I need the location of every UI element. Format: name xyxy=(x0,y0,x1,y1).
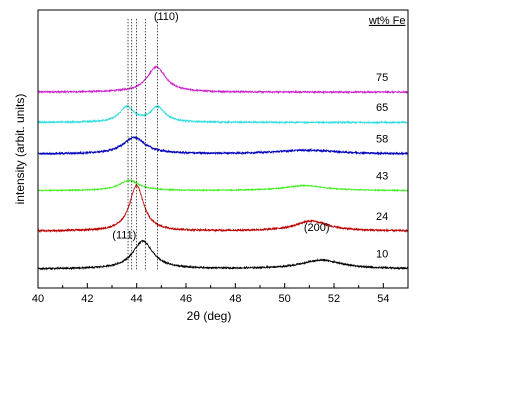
series-label-24: 24 xyxy=(376,211,388,223)
series-line-24 xyxy=(37,184,409,234)
series-layer xyxy=(37,64,409,271)
x-axis: 40 42 44 46 48 50 52 54 xyxy=(32,283,409,305)
legend-title: wt% Fe xyxy=(368,15,406,27)
x-tick-label: 48 xyxy=(229,293,241,305)
peak-annotation: (110) xyxy=(154,11,179,23)
x-tick-label: 46 xyxy=(180,293,192,305)
annotations: (110) (111) (200) xyxy=(112,11,329,242)
series-line-75 xyxy=(37,64,409,95)
x-tick-label: 40 xyxy=(32,293,44,305)
series-line-43 xyxy=(37,179,409,193)
x-tick-label: 52 xyxy=(328,293,340,305)
x-tick-label: 54 xyxy=(377,293,389,305)
series-label-43: 43 xyxy=(376,170,388,182)
x-axis-title: 2θ (deg) xyxy=(187,309,232,323)
peak-annotation: (200) xyxy=(304,222,330,234)
series-label-10: 10 xyxy=(376,249,388,261)
plot-frame xyxy=(37,9,409,289)
series-label-58: 58 xyxy=(376,134,388,146)
series-label-75: 75 xyxy=(376,72,388,84)
x-tick-label: 50 xyxy=(279,293,291,305)
x-tick-label: 44 xyxy=(131,293,143,305)
series-labels: 75 65 58 43 24 10 xyxy=(376,72,388,261)
series-line-58 xyxy=(37,135,409,156)
y-axis-title: intensity (arbit. units) xyxy=(13,94,27,205)
series-label-65: 65 xyxy=(376,102,388,114)
series-line-65 xyxy=(37,104,409,125)
series-line-10 xyxy=(37,239,409,271)
peak-annotation: (111) xyxy=(112,230,136,242)
x-tick-label: 42 xyxy=(81,293,93,305)
